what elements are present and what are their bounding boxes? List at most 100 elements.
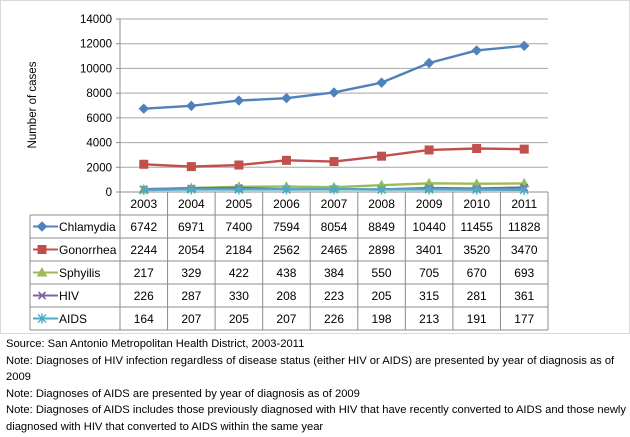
data-point-aids-2006 [281, 184, 291, 195]
table-value-gonorrhea-2006: 2562 [273, 243, 300, 257]
data-point-aids-2011 [519, 184, 529, 195]
table-value-gonorrhea-2007: 2465 [321, 243, 348, 257]
series-aids [139, 184, 529, 195]
table-value-aids-2007: 226 [324, 312, 344, 326]
table-value-gonorrhea-2010: 3520 [463, 243, 490, 257]
table-value-gonorrhea-2005: 2184 [226, 243, 253, 257]
data-point-gonorrhea-2007 [329, 157, 339, 167]
table-value-sphyilis-2007: 384 [324, 266, 344, 280]
legend-key-marker-chlamydia [36, 221, 48, 232]
table-value-sphyilis-2005: 422 [229, 266, 249, 280]
data-point-chlamydia-2008 [376, 77, 387, 88]
legend-label-hiv: HIV [59, 289, 79, 303]
table-value-chlamydia-2003: 6742 [130, 220, 157, 234]
table-value-chlamydia-2011: 11828 [508, 220, 541, 234]
x-tick-label-2009: 2009 [416, 197, 443, 211]
table-value-aids-2003: 164 [134, 312, 154, 326]
table-value-hiv-2009: 315 [419, 289, 439, 303]
data-point-gonorrhea-2011 [519, 144, 529, 154]
y-tick-label-4000: 4000 [86, 138, 112, 150]
note-hiv-diagnoses: Note: Diagnoses of HIV infection regardl… [6, 354, 615, 384]
legend-key-marker-hiv [37, 291, 47, 300]
table-value-aids-2006: 207 [276, 312, 296, 326]
table-value-sphyilis-2010: 670 [467, 266, 487, 280]
y-tick-label-6000: 6000 [86, 113, 112, 125]
x-tick-label-2004: 2004 [178, 197, 205, 211]
y-tick-label-10000: 10000 [80, 63, 112, 75]
series-chlamydia [138, 40, 530, 114]
data-point-chlamydia-2011 [519, 40, 530, 52]
table-value-chlamydia-2010: 11455 [460, 220, 493, 234]
x-tick-label-2011: 2011 [511, 197, 537, 211]
data-point-gonorrhea-2006 [281, 155, 291, 165]
table-value-hiv-2011: 361 [514, 289, 534, 303]
table-value-sphyilis-2009: 705 [419, 266, 439, 280]
data-point-aids-2008 [377, 184, 387, 195]
y-tick-label-14000: 14000 [80, 14, 112, 26]
data-point-aids-2009 [424, 184, 434, 195]
legend-label-aids: AIDS [59, 312, 87, 326]
table-value-hiv-2007: 223 [324, 289, 344, 303]
x-tick-label-2007: 2007 [321, 197, 348, 211]
table-value-chlamydia-2006: 7594 [273, 220, 300, 234]
legend-label-sphyilis: Sphyilis [59, 266, 100, 280]
series-gonorrhea [139, 144, 529, 172]
data-point-gonorrhea-2009 [424, 145, 434, 155]
table-value-chlamydia-2005: 7400 [226, 220, 253, 234]
table-value-chlamydia-2009: 10440 [412, 220, 446, 234]
table-value-hiv-2010: 281 [467, 289, 487, 303]
table-value-hiv-2003: 226 [134, 289, 154, 303]
data-point-chlamydia-2004 [186, 100, 197, 112]
table-value-gonorrhea-2011: 3470 [511, 243, 538, 257]
table-value-hiv-2005: 330 [229, 289, 249, 303]
data-point-chlamydia-2007 [328, 87, 340, 98]
data-point-chlamydia-2010 [471, 45, 482, 56]
data-point-gonorrhea-2004 [186, 162, 196, 172]
table-value-gonorrhea-2008: 2898 [368, 243, 395, 257]
x-tick-label-2006: 2006 [273, 197, 300, 211]
table-value-sphyilis-2008: 550 [372, 266, 392, 280]
x-tick-label-2008: 2008 [368, 197, 395, 211]
data-point-aids-2005 [234, 184, 244, 195]
table-value-aids-2011: 177 [514, 312, 534, 326]
x-tick-label-2003: 2003 [130, 197, 157, 211]
table-value-gonorrhea-2003: 2244 [130, 243, 157, 257]
y-tick-label-8000: 8000 [86, 88, 112, 100]
table-value-sphyilis-2004: 329 [181, 266, 201, 280]
data-point-gonorrhea-2008 [377, 151, 387, 161]
y-axis-label: Number of cases [27, 61, 39, 148]
table-value-aids-2004: 207 [181, 312, 201, 326]
data-point-gonorrhea-2010 [472, 144, 482, 154]
source-note: Source: San Antonio Metropolitan Health … [6, 338, 305, 350]
data-point-aids-2004 [186, 184, 196, 195]
data-point-chlamydia-2005 [233, 95, 245, 106]
y-tick-label-12000: 12000 [80, 39, 112, 51]
table-value-hiv-2006: 208 [276, 289, 296, 303]
data-point-gonorrhea-2003 [139, 159, 149, 169]
table-value-aids-2009: 213 [419, 312, 439, 326]
legend-key-marker-aids [37, 313, 47, 324]
legend-key-marker-sphyilis [36, 266, 48, 277]
note-aids-conversion: Note: Diagnoses of AIDS includes those p… [6, 404, 627, 433]
y-tick-label-2000: 2000 [86, 162, 112, 174]
legend-label-gonorrhea: Gonorrhea [59, 243, 117, 257]
legend-key-marker-gonorrhea [37, 245, 47, 254]
table-value-aids-2005: 205 [229, 312, 249, 326]
table-value-chlamydia-2004: 6971 [178, 220, 205, 234]
table-value-gonorrhea-2004: 2054 [178, 243, 205, 257]
table-value-sphyilis-2003: 217 [134, 266, 154, 280]
data-point-chlamydia-2006 [281, 92, 292, 104]
note-aids-diagnoses: Note: Diagnoses of AIDS are presented by… [6, 387, 360, 400]
notes-block: Source: San Antonio Metropolitan Health … [6, 336, 626, 436]
table-value-hiv-2004: 287 [181, 289, 201, 303]
data-point-chlamydia-2009 [423, 57, 435, 69]
data-point-gonorrhea-2005 [234, 160, 244, 170]
table-value-chlamydia-2007: 8054 [321, 220, 348, 234]
table-value-gonorrhea-2009: 3401 [416, 243, 443, 257]
data-point-aids-2007 [329, 184, 339, 195]
table-value-sphyilis-2011: 693 [514, 266, 534, 280]
table-value-sphyilis-2006: 438 [276, 266, 296, 280]
x-tick-label-2005: 2005 [226, 197, 253, 211]
x-tick-label-2010: 2010 [463, 197, 490, 211]
table-value-aids-2010: 191 [467, 312, 487, 326]
